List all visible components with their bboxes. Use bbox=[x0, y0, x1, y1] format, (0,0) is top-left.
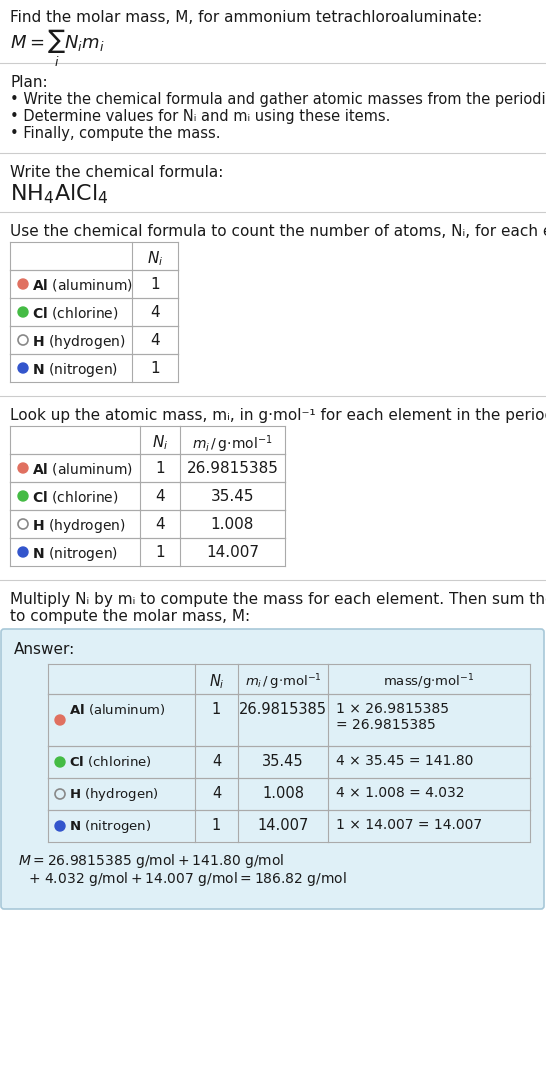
Text: 4: 4 bbox=[150, 305, 160, 320]
Text: $\mathbf{N}$ (nitrogen): $\mathbf{N}$ (nitrogen) bbox=[32, 546, 118, 563]
Circle shape bbox=[18, 463, 28, 473]
Text: $N_i$: $N_i$ bbox=[152, 433, 168, 452]
Text: $\mathbf{Al}$ (aluminum): $\mathbf{Al}$ (aluminum) bbox=[69, 702, 165, 717]
Text: 35.45: 35.45 bbox=[262, 754, 304, 769]
Text: Answer:: Answer: bbox=[14, 642, 75, 657]
Text: $\mathbf{Cl}$ (chlorine): $\mathbf{Cl}$ (chlorine) bbox=[32, 305, 118, 321]
Text: 1: 1 bbox=[212, 702, 221, 717]
Text: 1: 1 bbox=[155, 546, 165, 560]
Text: 4: 4 bbox=[212, 754, 221, 769]
Text: 4: 4 bbox=[155, 489, 165, 504]
Text: 1 × 14.007 = 14.007: 1 × 14.007 = 14.007 bbox=[336, 818, 482, 832]
Text: $N_i$: $N_i$ bbox=[209, 672, 224, 691]
FancyBboxPatch shape bbox=[1, 629, 544, 909]
Text: 26.9815385: 26.9815385 bbox=[187, 461, 278, 476]
Text: 1.008: 1.008 bbox=[211, 516, 254, 532]
Text: $M = \sum_i N_i m_i$: $M = \sum_i N_i m_i$ bbox=[10, 28, 104, 69]
Text: 4 × 1.008 = 4.032: 4 × 1.008 = 4.032 bbox=[336, 785, 465, 799]
Circle shape bbox=[18, 547, 28, 557]
Circle shape bbox=[55, 821, 65, 831]
Text: 35.45: 35.45 bbox=[211, 489, 254, 504]
Text: 1: 1 bbox=[155, 461, 165, 476]
Text: 1: 1 bbox=[212, 818, 221, 833]
Text: 1 × 26.9815385: 1 × 26.9815385 bbox=[336, 702, 449, 716]
Text: $M = 26.9815385\ \mathrm{g/mol} + 141.80\ \mathrm{g/mol}$: $M = 26.9815385\ \mathrm{g/mol} + 141.80… bbox=[18, 852, 284, 870]
Circle shape bbox=[18, 279, 28, 289]
Text: 4: 4 bbox=[212, 785, 221, 801]
Text: $\mathbf{H}$ (hydrogen): $\mathbf{H}$ (hydrogen) bbox=[32, 332, 126, 351]
Text: Plan:: Plan: bbox=[10, 75, 48, 90]
Text: • Determine values for Nᵢ and mᵢ using these items.: • Determine values for Nᵢ and mᵢ using t… bbox=[10, 109, 390, 124]
Text: $\mathbf{H}$ (hydrogen): $\mathbf{H}$ (hydrogen) bbox=[32, 516, 126, 535]
Text: 4 × 35.45 = 141.80: 4 × 35.45 = 141.80 bbox=[336, 754, 473, 768]
Text: Find the molar mass, M, for ammonium tetrachloroaluminate:: Find the molar mass, M, for ammonium tet… bbox=[10, 10, 482, 25]
Text: 1: 1 bbox=[150, 362, 160, 376]
Text: $\mathbf{Cl}$ (chlorine): $\mathbf{Cl}$ (chlorine) bbox=[32, 489, 118, 505]
Circle shape bbox=[18, 491, 28, 501]
Text: $m_i\,/\,\mathrm{g{\cdot}mol^{-1}}$: $m_i\,/\,\mathrm{g{\cdot}mol^{-1}}$ bbox=[245, 672, 322, 692]
Text: 4: 4 bbox=[150, 332, 160, 348]
Text: 1: 1 bbox=[150, 277, 160, 292]
Text: $+\ 4.032\ \mathrm{g/mol} + 14.007\ \mathrm{g/mol} = 186.82\ \mathrm{g/mol}$: $+\ 4.032\ \mathrm{g/mol} + 14.007\ \mat… bbox=[28, 870, 347, 888]
Text: 14.007: 14.007 bbox=[257, 818, 308, 833]
Text: 1.008: 1.008 bbox=[262, 785, 304, 801]
Text: = 26.9815385: = 26.9815385 bbox=[336, 718, 436, 732]
Text: $\mathbf{Al}$ (aluminum): $\mathbf{Al}$ (aluminum) bbox=[32, 461, 133, 477]
Text: $\mathrm{mass/g{\cdot}mol^{-1}}$: $\mathrm{mass/g{\cdot}mol^{-1}}$ bbox=[383, 672, 475, 692]
Text: $m_i\,/\,\mathrm{g{\cdot}mol^{-1}}$: $m_i\,/\,\mathrm{g{\cdot}mol^{-1}}$ bbox=[192, 433, 272, 454]
Circle shape bbox=[18, 307, 28, 317]
Circle shape bbox=[18, 363, 28, 373]
Text: • Finally, compute the mass.: • Finally, compute the mass. bbox=[10, 126, 221, 141]
Text: $\mathbf{Al}$ (aluminum): $\mathbf{Al}$ (aluminum) bbox=[32, 277, 133, 293]
Text: Look up the atomic mass, mᵢ, in g·mol⁻¹ for each element in the periodic table:: Look up the atomic mass, mᵢ, in g·mol⁻¹ … bbox=[10, 408, 546, 423]
Circle shape bbox=[55, 714, 65, 725]
Text: to compute the molar mass, M:: to compute the molar mass, M: bbox=[10, 609, 250, 624]
Text: 26.9815385: 26.9815385 bbox=[239, 702, 327, 717]
Text: 14.007: 14.007 bbox=[206, 546, 259, 560]
Text: 4: 4 bbox=[155, 516, 165, 532]
Circle shape bbox=[55, 758, 65, 767]
Text: Use the chemical formula to count the number of atoms, Nᵢ, for each element:: Use the chemical formula to count the nu… bbox=[10, 224, 546, 239]
Text: $\mathbf{H}$ (hydrogen): $\mathbf{H}$ (hydrogen) bbox=[69, 785, 159, 803]
Text: $\mathrm{NH_4AlCl_4}$: $\mathrm{NH_4AlCl_4}$ bbox=[10, 182, 108, 206]
Text: $\mathbf{N}$ (nitrogen): $\mathbf{N}$ (nitrogen) bbox=[32, 362, 118, 379]
Text: Multiply Nᵢ by mᵢ to compute the mass for each element. Then sum those values: Multiply Nᵢ by mᵢ to compute the mass fo… bbox=[10, 592, 546, 607]
Text: • Write the chemical formula and gather atomic masses from the periodic table.: • Write the chemical formula and gather … bbox=[10, 93, 546, 107]
Text: $\mathbf{Cl}$ (chlorine): $\mathbf{Cl}$ (chlorine) bbox=[69, 754, 152, 769]
Text: Write the chemical formula:: Write the chemical formula: bbox=[10, 165, 223, 180]
Text: $N_i$: $N_i$ bbox=[147, 249, 163, 268]
Text: $\mathbf{N}$ (nitrogen): $\mathbf{N}$ (nitrogen) bbox=[69, 818, 151, 835]
